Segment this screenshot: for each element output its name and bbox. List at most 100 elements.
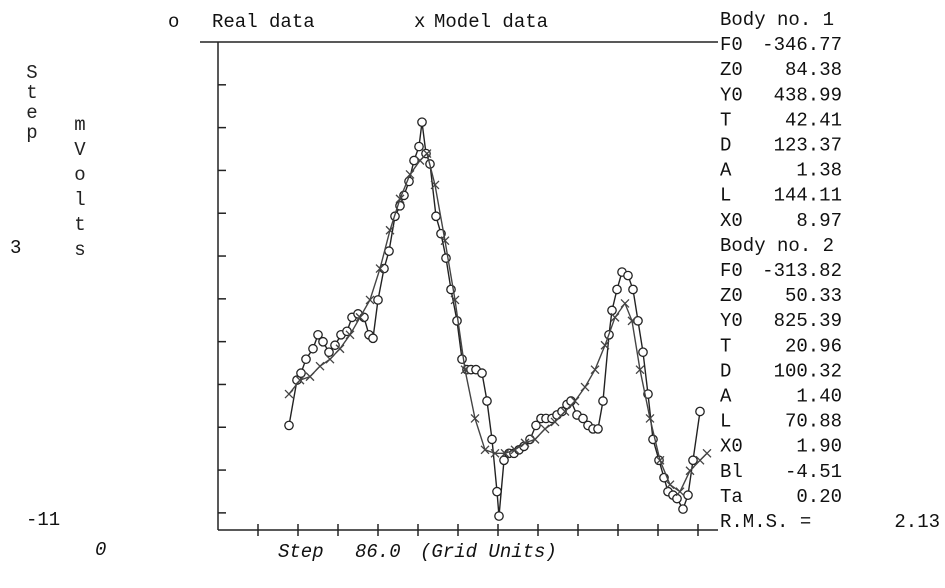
param-value: -4.51 bbox=[785, 461, 842, 483]
real-point bbox=[318, 336, 328, 347]
model-point bbox=[355, 312, 365, 322]
param-name: Y0 bbox=[720, 310, 743, 332]
real-point bbox=[638, 347, 648, 358]
param-name: F0 bbox=[720, 260, 743, 282]
param-value: 70.88 bbox=[785, 411, 842, 433]
real-point bbox=[623, 270, 633, 281]
legend-marker: o bbox=[168, 11, 179, 33]
real-point bbox=[373, 295, 383, 305]
x-min-label: 0 bbox=[95, 539, 106, 561]
real-point bbox=[672, 493, 682, 504]
param-name: Z0 bbox=[720, 285, 743, 307]
model-point bbox=[627, 316, 637, 326]
real-point bbox=[308, 343, 318, 354]
real-point bbox=[688, 455, 698, 466]
model-point bbox=[325, 354, 335, 364]
rms-label: R.M.S. = bbox=[720, 511, 811, 533]
model-point bbox=[702, 448, 712, 458]
param-value: 1.90 bbox=[796, 436, 842, 458]
model-point bbox=[510, 445, 520, 455]
model-point bbox=[580, 382, 590, 392]
model-point bbox=[440, 236, 450, 246]
real-point bbox=[482, 396, 492, 406]
param-name: X0 bbox=[720, 436, 743, 458]
param-value: 1.40 bbox=[796, 386, 842, 408]
legend-entry: Real data bbox=[212, 11, 315, 33]
model-point bbox=[620, 298, 630, 308]
real-point bbox=[477, 368, 487, 378]
param-name: Y0 bbox=[720, 84, 743, 106]
real-point bbox=[487, 434, 497, 445]
model-point bbox=[635, 365, 645, 375]
param-name: T bbox=[720, 109, 731, 131]
param-name: F0 bbox=[720, 34, 743, 56]
series-line bbox=[288, 152, 708, 493]
model-point bbox=[422, 149, 432, 159]
real-point bbox=[598, 396, 608, 406]
model-point bbox=[315, 361, 325, 371]
param-name: D bbox=[720, 135, 731, 157]
real-point bbox=[557, 406, 567, 417]
model-point bbox=[540, 424, 550, 434]
real-point bbox=[296, 368, 306, 378]
param-value: 100.32 bbox=[774, 360, 842, 382]
step-value: 86.0 bbox=[355, 541, 401, 563]
real-point bbox=[284, 420, 294, 431]
real-point bbox=[683, 490, 693, 500]
model-point bbox=[415, 156, 425, 165]
real-point bbox=[313, 329, 323, 340]
model-point bbox=[480, 445, 490, 455]
y-min-label: -11 bbox=[26, 509, 60, 531]
real-point bbox=[457, 354, 467, 365]
model-point bbox=[490, 448, 500, 458]
y-max-label: 3 bbox=[10, 237, 21, 259]
left-axis-label: Step bbox=[21, 62, 43, 142]
param-name: T bbox=[720, 335, 731, 357]
legend-entry: Model data bbox=[434, 11, 548, 33]
model-point bbox=[375, 264, 385, 274]
model-point bbox=[284, 389, 294, 399]
param-name: Bl bbox=[720, 461, 743, 483]
real-point bbox=[417, 117, 427, 128]
real-point bbox=[678, 504, 688, 514]
model-point bbox=[430, 180, 440, 190]
real-point bbox=[414, 141, 424, 152]
model-point bbox=[530, 434, 540, 444]
real-point bbox=[368, 333, 378, 344]
model-point bbox=[305, 372, 315, 382]
real-point bbox=[566, 396, 576, 406]
model-point bbox=[365, 295, 375, 305]
param-value: 8.97 bbox=[796, 210, 842, 232]
model-point bbox=[405, 169, 415, 179]
real-point bbox=[431, 211, 441, 222]
param-value: 0.20 bbox=[796, 486, 842, 508]
step-label: Step bbox=[278, 541, 324, 563]
param-value: 438.99 bbox=[774, 84, 842, 106]
param-name: D bbox=[720, 360, 731, 382]
model-point bbox=[570, 396, 580, 406]
legend-marker: x bbox=[414, 11, 425, 33]
model-point bbox=[590, 365, 600, 375]
model-point bbox=[295, 375, 305, 385]
real-point bbox=[593, 424, 603, 434]
real-point bbox=[695, 406, 705, 417]
param-value: 123.37 bbox=[774, 135, 842, 157]
model-point bbox=[450, 295, 460, 305]
real-point bbox=[531, 420, 541, 431]
model-point bbox=[345, 330, 355, 340]
param-name: L bbox=[720, 411, 731, 433]
param-name: Z0 bbox=[720, 59, 743, 81]
panel-heading: Body no. 2 bbox=[720, 235, 834, 257]
param-value: 84.38 bbox=[785, 59, 842, 81]
model-point bbox=[470, 413, 480, 423]
real-point bbox=[384, 246, 394, 256]
model-point bbox=[500, 448, 510, 458]
model-point bbox=[655, 455, 665, 465]
real-point bbox=[578, 413, 588, 424]
param-name: A bbox=[720, 160, 732, 182]
real-point bbox=[607, 305, 617, 316]
unit-label: (Grid Units) bbox=[420, 541, 557, 563]
model-point bbox=[610, 312, 620, 322]
